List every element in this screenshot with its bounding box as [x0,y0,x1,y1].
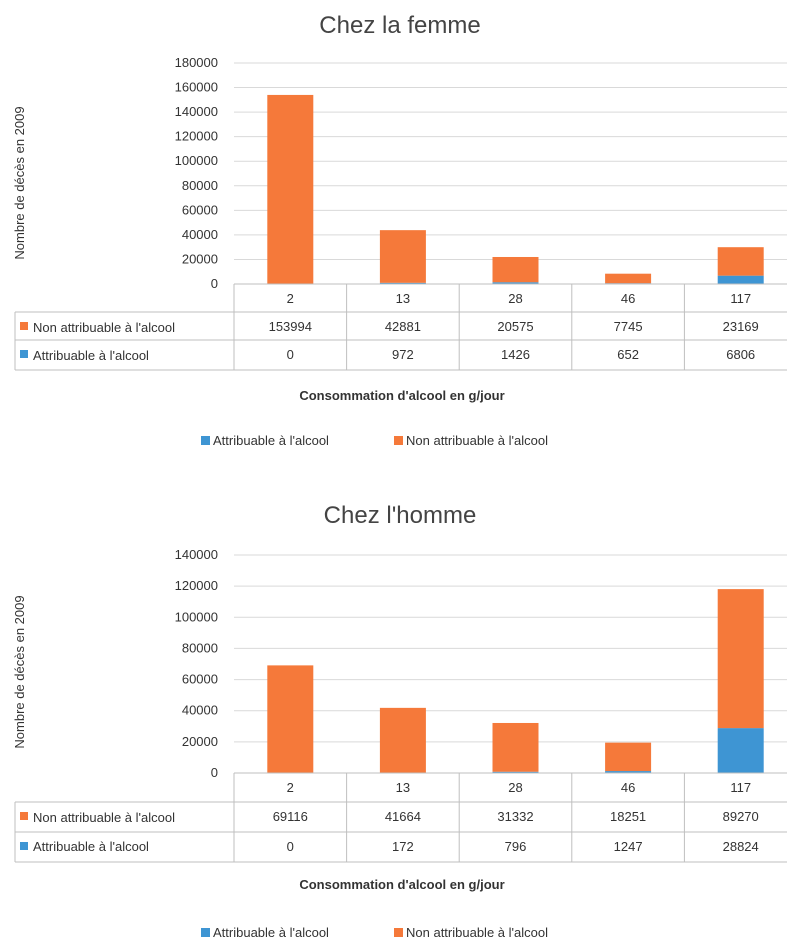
bar-non-attributable [267,665,314,773]
table-row-label: Attribuable à l'alcool [33,348,149,363]
legend-swatch-attributable [201,928,210,937]
bar-attributable [492,771,539,773]
x-tick-label: 46 [621,780,635,795]
x-tick-label: 13 [396,780,410,795]
x-tick-label: 46 [621,291,635,306]
data-table: Non attribuable à l'alcool Attribuable à… [14,283,787,371]
table-cell: 153994 [269,319,312,334]
legend-label: Non attribuable à l'alcool [406,433,548,448]
x-axis-title: Consommation d'alcool en g/jour [299,877,504,892]
legend-label: Attribuable à l'alcool [213,433,329,448]
y-tick-label: 140000 [175,547,218,562]
table-cell: 172 [392,839,414,854]
bar-attributable [717,728,764,773]
chart-femme: Chez la femme Nombre de décès en 2009 18… [12,12,787,448]
table-cell: 42881 [385,319,421,334]
x-tick-label: 2 [287,291,294,306]
bar-non-attributable [379,707,426,773]
x-tick-label: 117 [730,291,751,306]
chart-homme: Chez l'homme Nombre de décès en 2009 140… [12,502,787,940]
bar-attributable [379,282,426,284]
y-tick-label: 100000 [175,153,218,168]
y-tick-label: 160000 [175,80,218,95]
table-swatch-non-attributable [20,812,28,820]
bar-non-attributable [717,589,764,729]
chart-title: Chez l'homme [324,502,477,529]
y-axis-label: Nombre de décès en 2009 [12,595,27,748]
legend: Attribuable à l'alcool Non attribuable à… [201,433,548,448]
bars [267,589,764,773]
legend-label: Non attribuable à l'alcool [406,925,548,940]
table-cell: 0 [287,347,294,362]
legend-swatch-non-attributable [394,928,403,937]
bar-non-attributable [605,273,652,284]
table-cell: 1426 [501,347,530,362]
y-tick-labels: 140000 120000 100000 80000 60000 40000 20000 0 [175,547,218,780]
y-tick-label: 0 [211,276,218,291]
y-tick-label: 80000 [182,640,218,655]
bar-non-attributable [379,230,426,283]
y-tick-label: 140000 [175,104,218,119]
table-swatch-attributable [20,842,28,850]
bar-non-attributable [492,256,539,283]
table-cell: 6806 [726,347,755,362]
x-tick-label: 117 [730,780,751,795]
y-tick-label: 40000 [182,703,218,718]
x-axis-title: Consommation d'alcool en g/jour [299,388,504,403]
table-cell: 972 [392,347,414,362]
bars [267,94,764,284]
table-cell: 31332 [497,809,533,824]
bar-non-attributable [605,742,652,772]
bar-attributable [605,771,652,773]
bar-non-attributable [267,94,314,284]
table-cell: 0 [287,839,294,854]
table-cell: 796 [505,839,527,854]
y-tick-label: 20000 [182,251,218,266]
y-tick-label: 0 [211,765,218,780]
y-axis-label: Nombre de décès en 2009 [12,106,27,259]
y-tick-label: 120000 [175,578,218,593]
gridlines [234,62,787,285]
data-table: Non attribuable à l'alcool Attribuable à… [14,772,787,863]
x-tick-label: 28 [508,291,522,306]
table-cell: 23169 [723,319,759,334]
table-cell: 20575 [497,319,533,334]
legend-swatch-attributable [201,436,210,445]
bar-attributable [492,282,539,284]
x-tick-label: 28 [508,780,522,795]
y-tick-labels: 180000 160000 140000 120000 100000 80000 60000… [175,55,218,291]
y-tick-label: 80000 [182,178,218,193]
table-cell: 652 [617,347,639,362]
table-cell: 7745 [614,319,643,334]
chart-title: Chez la femme [319,12,480,39]
legend: Attribuable à l'alcool Non attribuable à… [201,925,548,940]
table-cell: 1247 [614,839,643,854]
table-cell: 18251 [610,809,646,824]
bar-attributable [717,275,764,284]
table-row-label: Attribuable à l'alcool [33,839,149,854]
table-row-label: Non attribuable à l'alcool [33,810,175,825]
y-tick-label: 60000 [182,202,218,217]
y-tick-label: 20000 [182,734,218,749]
table-cell: 28824 [723,839,759,854]
table-cell: 41664 [385,809,421,824]
x-tick-label: 2 [287,780,294,795]
legend-label: Attribuable à l'alcool [213,925,329,940]
y-tick-label: 40000 [182,227,218,242]
y-tick-label: 180000 [175,55,218,70]
table-row-label: Non attribuable à l'alcool [33,320,175,335]
y-tick-label: 120000 [175,129,218,144]
table-swatch-attributable [20,350,28,358]
bar-non-attributable [492,722,539,772]
legend-swatch-non-attributable [394,436,403,445]
bar-non-attributable [717,247,764,276]
y-tick-label: 100000 [175,609,218,624]
table-cell: 89270 [723,809,759,824]
table-cell: 69116 [273,809,308,824]
x-tick-label: 13 [396,291,410,306]
y-tick-label: 60000 [182,672,218,687]
table-swatch-non-attributable [20,322,28,330]
